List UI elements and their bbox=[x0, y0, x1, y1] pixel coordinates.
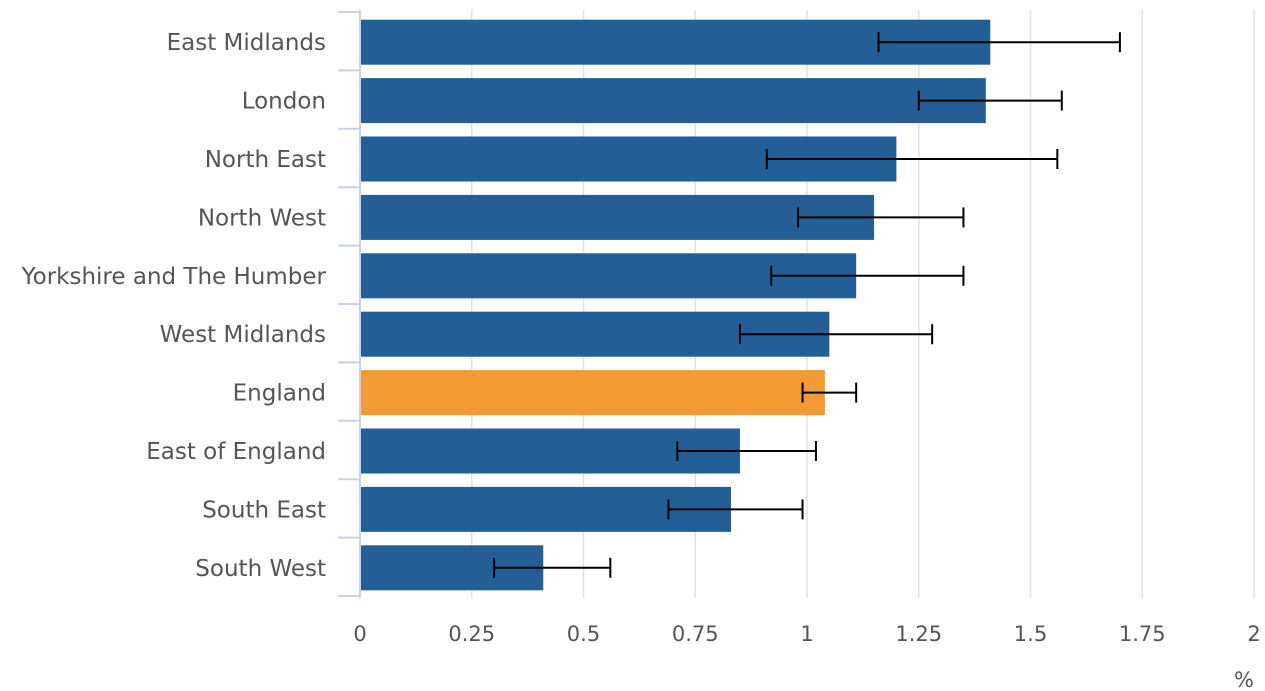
error-bar bbox=[917, 90, 1063, 111]
x-tick-label: 2 bbox=[1247, 622, 1260, 646]
category-label: London bbox=[242, 89, 326, 115]
category-label: England bbox=[233, 381, 326, 407]
category-label: East Midlands bbox=[167, 30, 326, 56]
error-bar bbox=[877, 32, 1121, 53]
error-bar bbox=[801, 382, 858, 403]
error-bar bbox=[676, 441, 817, 461]
error-bar bbox=[493, 557, 612, 578]
error-bar bbox=[797, 207, 965, 228]
y-axis bbox=[338, 10, 361, 598]
x-tick-label: 0.5 bbox=[567, 622, 600, 646]
category-label: South West bbox=[195, 556, 326, 582]
category-label: West Midlands bbox=[160, 322, 326, 348]
x-axis-unit-label: % bbox=[1234, 668, 1254, 691]
bar-england bbox=[361, 370, 825, 416]
x-tick-label: 1.25 bbox=[895, 622, 942, 646]
category-label: Yorkshire and The Humber bbox=[21, 264, 327, 290]
error-bar bbox=[765, 149, 1059, 169]
category-label: East of England bbox=[146, 439, 326, 465]
category-labels: East Midlands London North East North West Y… bbox=[21, 30, 327, 582]
category-label: North West bbox=[198, 205, 326, 231]
x-tick-label: 0.75 bbox=[672, 622, 719, 646]
error-bars-layer bbox=[493, 32, 1121, 578]
error-bar bbox=[770, 265, 965, 286]
x-axis-tick-labels: 0 0.25 0.5 0.75 1 1.25 1.5 1.75 2 bbox=[353, 622, 1260, 646]
x-tick-label: 0.25 bbox=[448, 622, 495, 646]
error-bar bbox=[667, 499, 804, 520]
category-label: South East bbox=[202, 497, 326, 523]
bar-north-west bbox=[361, 194, 875, 240]
bar-london bbox=[361, 78, 986, 124]
error-bar bbox=[738, 324, 934, 345]
bars-layer bbox=[361, 19, 991, 591]
x-tick-label: 1.75 bbox=[1119, 622, 1166, 646]
x-tick-label: 1 bbox=[800, 622, 813, 646]
x-tick-label: 0 bbox=[353, 622, 366, 646]
x-tick-label: 1.5 bbox=[1014, 622, 1047, 646]
category-label: North East bbox=[205, 147, 326, 173]
